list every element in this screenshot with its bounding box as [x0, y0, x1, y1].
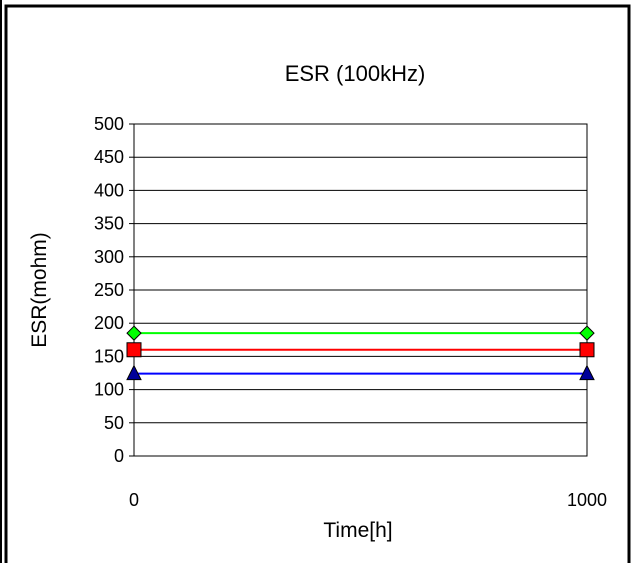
y-tick-label: 150 [94, 346, 124, 366]
series-lines [134, 332, 587, 375]
x-tick-label: 1000 [567, 490, 607, 510]
data-point-triangle [126, 364, 142, 381]
y-tick-labels: 0 50 100 150 200 250 300 350 400 450 500 [94, 114, 124, 466]
data-point-diamond [126, 325, 142, 341]
data-point-diamond [579, 325, 595, 341]
y-tick-label: 350 [94, 214, 124, 234]
chart-border [4, 4, 631, 563]
x-tick-labels: 0 1000 [129, 490, 607, 510]
x-axis-title: Time[h] [323, 519, 392, 542]
y-tick-label: 450 [94, 147, 124, 167]
y-tick-label: 50 [104, 413, 124, 433]
y-tick-label: 100 [94, 380, 124, 400]
grid-lines [129, 123, 587, 457]
y-tick-label: 300 [94, 247, 124, 267]
data-point-square [126, 342, 142, 358]
data-point-square [579, 342, 595, 358]
y-tick-label: 0 [114, 446, 124, 466]
y-tick-label: 400 [94, 180, 124, 200]
y-axis-title: ESR(mohm) [28, 232, 51, 348]
data-point-triangle [579, 364, 595, 381]
x-tick-label: 0 [129, 490, 139, 510]
y-tick-label: 200 [94, 313, 124, 333]
y-tick-label: 250 [94, 280, 124, 300]
y-tick-label: 500 [94, 114, 124, 134]
chart-title: ESR (100kHz) [285, 61, 426, 86]
series-markers [126, 325, 595, 381]
